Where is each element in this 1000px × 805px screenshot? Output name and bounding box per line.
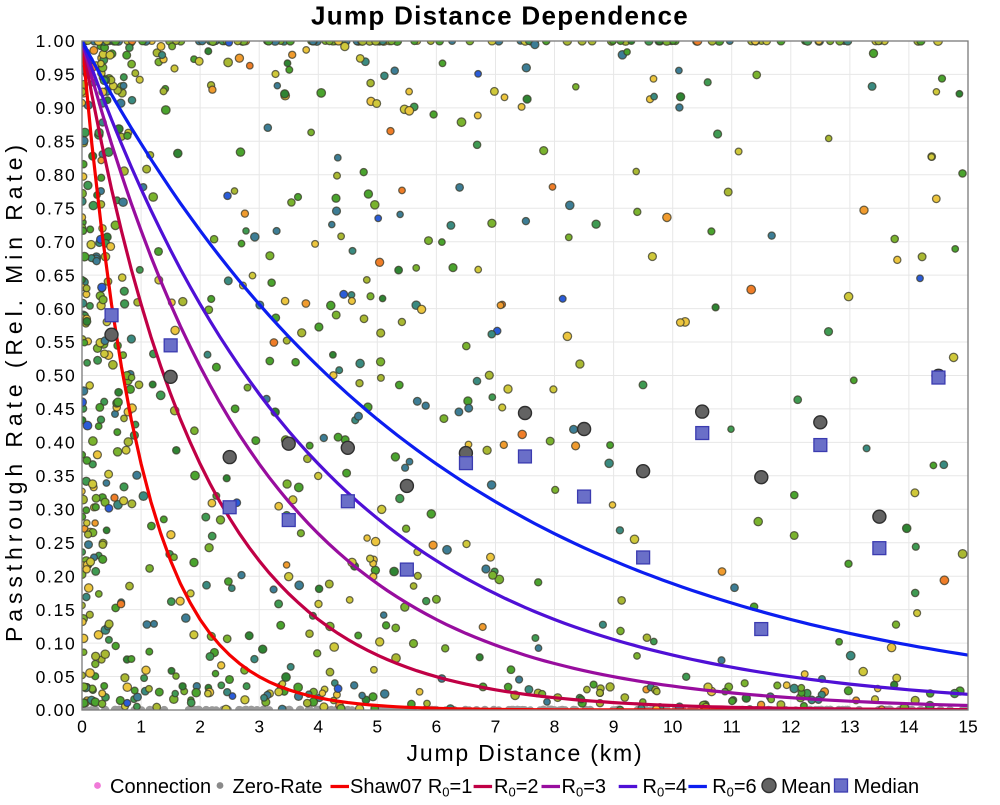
svg-text:0.75: 0.75	[36, 198, 77, 218]
svg-text:0.30: 0.30	[36, 500, 77, 520]
svg-text:14: 14	[899, 717, 919, 737]
svg-text:0.20: 0.20	[36, 566, 77, 586]
svg-text:0.50: 0.50	[36, 366, 77, 386]
svg-text:Mean: Mean	[781, 776, 831, 798]
svg-text:0.40: 0.40	[36, 433, 77, 453]
svg-text:0.55: 0.55	[36, 332, 77, 352]
svg-text:0.35: 0.35	[36, 466, 77, 486]
svg-text:2: 2	[195, 717, 205, 737]
svg-text:7: 7	[491, 717, 501, 737]
svg-text:9: 9	[609, 717, 619, 737]
svg-text:0: 0	[77, 717, 87, 737]
svg-text:5: 5	[372, 717, 382, 737]
svg-text:0.60: 0.60	[36, 299, 77, 319]
svg-text:R0=4: R0=4	[643, 776, 688, 800]
svg-text:0.70: 0.70	[36, 232, 77, 252]
svg-text:11: 11	[723, 717, 741, 737]
svg-text:0.10: 0.10	[36, 633, 77, 653]
svg-text:15: 15	[958, 717, 977, 737]
svg-text:12: 12	[781, 717, 800, 737]
svg-text:0.25: 0.25	[36, 533, 77, 553]
svg-text:6: 6	[432, 717, 442, 737]
svg-text:Connection: Connection	[110, 776, 211, 798]
svg-text:0.80: 0.80	[36, 165, 77, 185]
svg-text:R0=3: R0=3	[562, 776, 607, 800]
svg-text:Median: Median	[854, 776, 920, 798]
svg-text:0.05: 0.05	[36, 667, 77, 687]
svg-text:Passthrough Rate (Rel. Min Rat: Passthrough Rate (Rel. Min Rate)	[1, 140, 27, 642]
svg-text:0.45: 0.45	[36, 399, 77, 419]
svg-text:0.95: 0.95	[36, 65, 77, 85]
svg-text:Jump Distance (km): Jump Distance (km)	[407, 740, 644, 766]
svg-text:Jump Distance Dependence: Jump Distance Dependence	[311, 1, 689, 31]
svg-text:1.00: 1.00	[36, 31, 77, 51]
svg-text:Zero-Rate: Zero-Rate	[233, 776, 323, 798]
svg-text:0.65: 0.65	[36, 265, 77, 285]
svg-text:R0=2: R0=2	[494, 776, 539, 800]
svg-text:1: 1	[136, 717, 146, 737]
svg-text:0.00: 0.00	[36, 700, 77, 720]
svg-text:R0=6: R0=6	[712, 776, 757, 800]
svg-text:4: 4	[313, 717, 323, 737]
svg-text:8: 8	[550, 717, 560, 737]
svg-text:10: 10	[663, 717, 683, 737]
svg-text:0.85: 0.85	[36, 132, 77, 152]
svg-text:3: 3	[254, 717, 264, 737]
svg-text:0.90: 0.90	[36, 98, 77, 118]
svg-text:13: 13	[840, 717, 859, 737]
svg-text:Shaw07 R0=1: Shaw07 R0=1	[350, 776, 472, 800]
svg-text:0.15: 0.15	[36, 600, 77, 620]
